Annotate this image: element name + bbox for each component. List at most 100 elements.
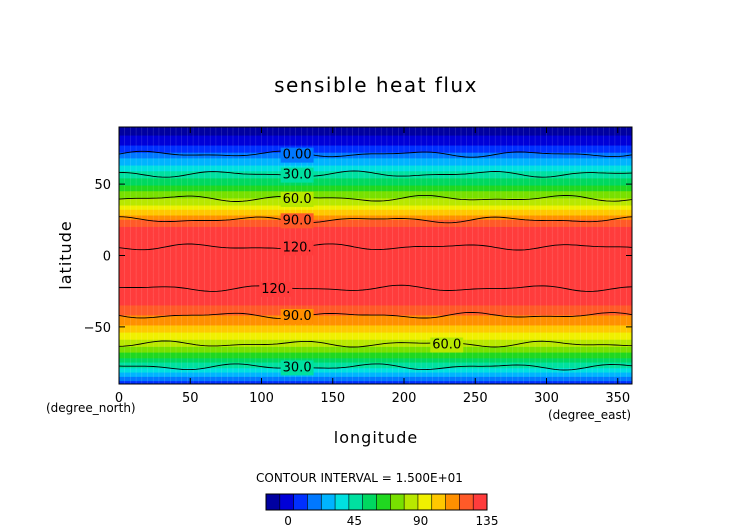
band-cell: [119, 206, 632, 209]
band-cell: [119, 181, 632, 184]
contour-label-bg: [280, 240, 314, 256]
band-cell: [119, 254, 632, 257]
x-tick-label: 0: [115, 391, 123, 406]
band-cell: [119, 292, 632, 295]
band-cell: [119, 294, 632, 297]
band-cell: [119, 301, 632, 304]
band-cell: [119, 315, 632, 318]
colorbar-cell: [404, 494, 419, 510]
colorbar-cell: [362, 494, 377, 510]
contour-label: 0.00: [283, 148, 312, 163]
band-cell: [119, 204, 632, 207]
contour-label: 60.0: [432, 338, 461, 353]
band-cell: [119, 228, 632, 231]
band-cell: [119, 269, 632, 272]
band-cell: [119, 168, 632, 171]
band-cell: [119, 221, 632, 224]
colorbar-cell: [293, 494, 308, 510]
band-cell: [119, 369, 632, 372]
y-tick-label: −50: [84, 321, 111, 336]
band-cell: [119, 155, 632, 158]
band-cell: [119, 251, 632, 254]
band-cell: [119, 145, 632, 148]
band-cell: [119, 282, 632, 285]
band-cell: [119, 335, 632, 338]
x-tick-label: 200: [392, 391, 417, 406]
contour-label-bg: [280, 360, 314, 376]
contour-label-bg: [280, 213, 314, 229]
band-cell: [119, 268, 632, 271]
colorbar-cell: [445, 494, 460, 510]
band-cell: [119, 239, 632, 242]
band-cell: [119, 295, 632, 298]
band-cell: [119, 351, 632, 354]
band-cell: [119, 336, 632, 339]
colorbar-tick-label: 45: [347, 514, 362, 528]
plot-area: [119, 127, 632, 384]
band-cell: [119, 202, 632, 205]
y-axis: 50 0 −50: [84, 178, 632, 336]
band-cell: [119, 186, 632, 189]
band-cell: [119, 355, 632, 358]
contour-line: [119, 340, 632, 348]
band-cell: [119, 158, 632, 161]
y-axis-title: latitude: [56, 220, 75, 289]
band-cell: [119, 284, 632, 287]
band-cell: [119, 285, 632, 288]
band-cell: [119, 358, 632, 361]
band-cell: [119, 195, 632, 198]
colorbar-cell: [431, 494, 446, 510]
band-cell: [119, 316, 632, 319]
band-cell: [119, 306, 632, 309]
band-cell: [119, 299, 632, 302]
band-cell: [119, 379, 632, 382]
band-cell: [119, 211, 632, 214]
band-cell: [119, 201, 632, 204]
y-tick-label: 50: [94, 178, 111, 193]
y-tick-label: 0: [103, 250, 111, 265]
band-cell: [119, 191, 632, 194]
contour-label-bg: [280, 191, 314, 207]
colorbar-cell: [279, 494, 294, 510]
band-cell: [119, 352, 632, 355]
band-cell: [119, 178, 632, 181]
band-cell: [119, 274, 632, 277]
band-cell: [119, 151, 632, 154]
band-cell: [119, 189, 632, 192]
band-cell: [119, 226, 632, 229]
colorbar-tick-label: 90: [413, 514, 428, 528]
band-cell: [119, 342, 632, 345]
band-cell: [119, 149, 632, 152]
band-cell: [119, 319, 632, 322]
band-cell: [119, 341, 632, 344]
band-cell: [119, 234, 632, 237]
band-cell: [119, 255, 632, 258]
band-cell: [119, 235, 632, 238]
contour-line: [119, 284, 632, 292]
band-cell: [119, 209, 632, 212]
band-cell: [119, 302, 632, 305]
colorbar-cell: [376, 494, 391, 510]
band-cell: [119, 198, 632, 201]
band-cell: [119, 259, 632, 262]
band-cell: [119, 368, 632, 371]
band-cell: [119, 324, 632, 327]
band-cell: [119, 258, 632, 261]
contour-line: [119, 311, 632, 320]
band-cell: [119, 127, 632, 130]
band-cell: [119, 325, 632, 328]
band-cell: [119, 331, 632, 334]
contour-label-bg: [280, 147, 314, 163]
band-cell: [119, 241, 632, 244]
band-cell: [119, 256, 632, 259]
x-tick-label: 50: [182, 391, 199, 406]
band-cell: [119, 372, 632, 375]
band-cell: [119, 215, 632, 218]
band-cell: [119, 146, 632, 150]
x-tick-label: 100: [249, 391, 274, 406]
colorbar: [265, 493, 488, 511]
band-cell: [119, 279, 632, 282]
contour-label: 90.0: [283, 309, 312, 324]
contour-label: 60.0: [283, 192, 312, 207]
band-cell: [119, 135, 632, 138]
